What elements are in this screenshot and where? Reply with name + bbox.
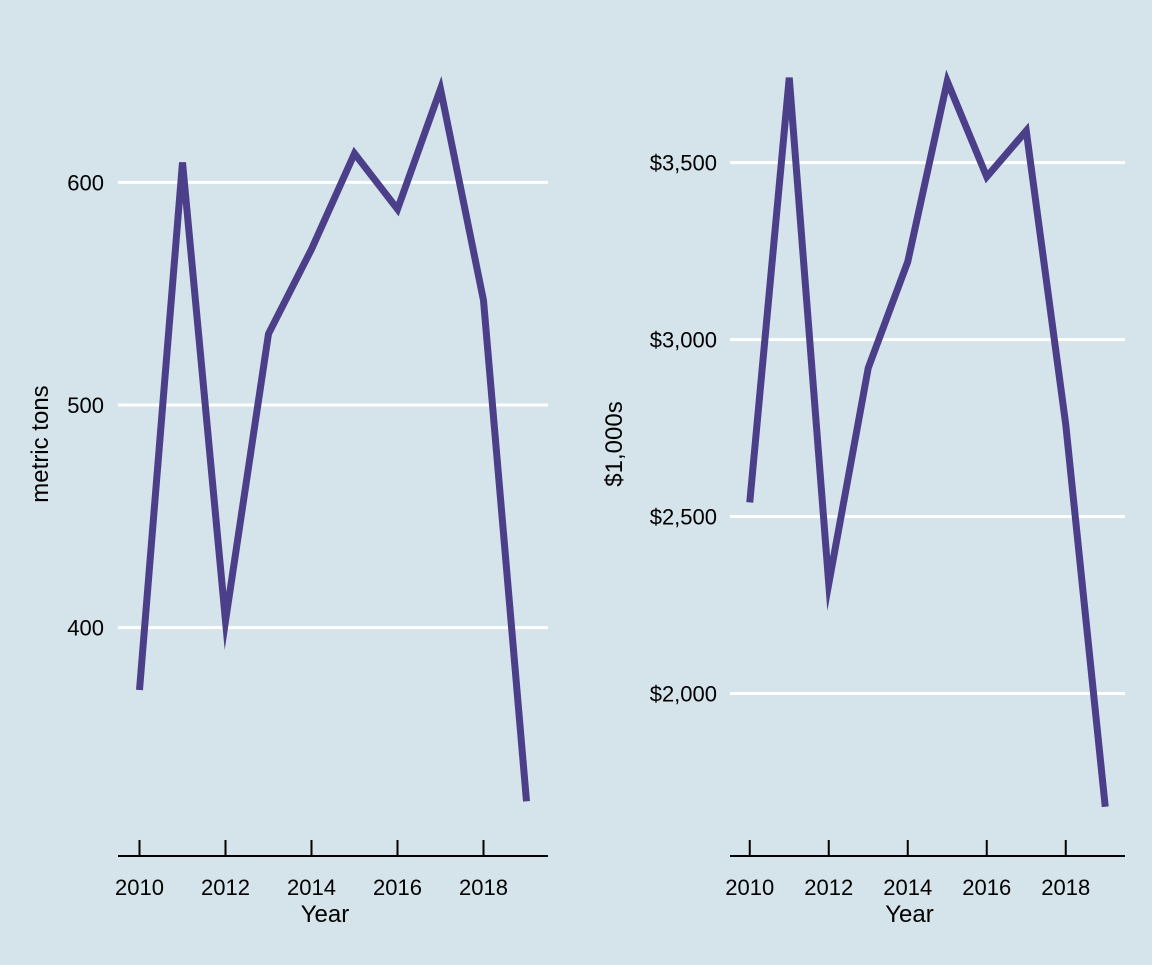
series-line bbox=[136, 75, 530, 802]
x-tick-label: 2012 bbox=[201, 875, 250, 900]
data-point bbox=[268, 333, 269, 334]
x-tick-label: 2018 bbox=[459, 875, 508, 900]
data-point bbox=[868, 367, 869, 368]
y-tick-label: $2,500 bbox=[650, 505, 717, 530]
x-tick-label: 2016 bbox=[962, 875, 1011, 900]
data-point bbox=[182, 162, 183, 163]
data-point bbox=[397, 209, 398, 210]
x-tick-label: 2010 bbox=[115, 875, 164, 900]
y-tick-label: $3,000 bbox=[650, 328, 717, 353]
series-line bbox=[746, 69, 1109, 808]
data-point bbox=[139, 689, 140, 690]
x-tick-label: 2014 bbox=[287, 875, 336, 900]
data-point bbox=[354, 153, 355, 154]
data-point bbox=[225, 620, 226, 621]
data-point bbox=[749, 502, 750, 503]
y-tick-label: 600 bbox=[67, 170, 104, 195]
data-point bbox=[907, 261, 908, 262]
y-axis-title: $1,000s bbox=[601, 401, 628, 486]
data-point bbox=[526, 801, 527, 802]
x-axis-title: Year bbox=[301, 901, 350, 928]
y-tick-label: $3,500 bbox=[650, 151, 717, 176]
data-point bbox=[1105, 806, 1106, 807]
data-point bbox=[828, 583, 829, 584]
y-tick-label: $2,000 bbox=[650, 682, 717, 707]
data-point bbox=[1026, 130, 1027, 131]
data-point bbox=[789, 77, 790, 78]
y-tick-label: 400 bbox=[67, 616, 104, 641]
x-tick-label: 2010 bbox=[725, 875, 774, 900]
data-point bbox=[1065, 424, 1066, 425]
y-axis-title: metric tons bbox=[27, 385, 54, 502]
data-point bbox=[311, 249, 312, 250]
x-tick-label: 2014 bbox=[883, 875, 932, 900]
y-tick-label: 500 bbox=[67, 393, 104, 418]
x-axis-title: Year bbox=[885, 901, 934, 928]
data-point bbox=[947, 81, 948, 82]
x-tick-label: 2016 bbox=[373, 875, 422, 900]
data-point bbox=[986, 176, 987, 177]
data-point bbox=[440, 88, 441, 89]
x-tick-label: 2012 bbox=[804, 875, 853, 900]
x-tick-label: 2018 bbox=[1041, 875, 1090, 900]
data-point bbox=[483, 300, 484, 301]
